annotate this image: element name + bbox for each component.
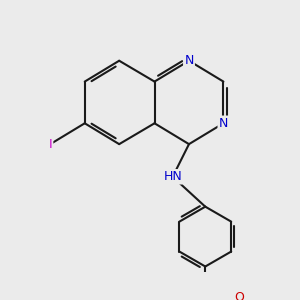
Text: HN: HN <box>163 170 182 183</box>
Text: O: O <box>234 291 244 300</box>
Text: N: N <box>219 117 228 130</box>
Text: I: I <box>49 138 52 151</box>
Text: N: N <box>184 54 194 67</box>
